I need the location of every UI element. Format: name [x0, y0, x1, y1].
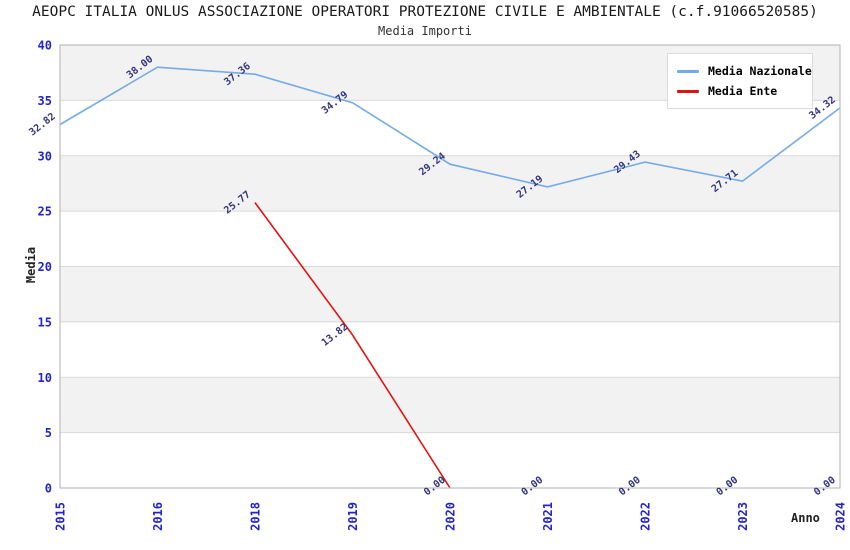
x-tick-label: 2020: [444, 502, 458, 531]
y-tick-label: 5: [45, 426, 52, 440]
legend-swatch-media-nazionale-icon: [677, 69, 699, 73]
x-tick-label: 2022: [639, 502, 653, 531]
y-tick-label: 30: [38, 149, 52, 163]
y-tick-label: 0: [45, 482, 52, 496]
x-tick-label: 2021: [541, 502, 555, 531]
chart-subtitle: Media Importi: [378, 24, 472, 38]
point-label: 32.82: [27, 111, 57, 138]
legend-swatch-media-ente-icon: [677, 89, 699, 93]
plot-band: [60, 266, 840, 322]
x-tick-label: 2023: [736, 502, 750, 531]
plot-band: [60, 377, 840, 433]
y-tick-label: 15: [38, 315, 52, 329]
y-tick-label: 20: [38, 260, 52, 274]
plot-band: [60, 432, 840, 489]
y-tick-label: 25: [38, 205, 52, 219]
legend: Media Nazionale Media Ente: [667, 53, 813, 109]
x-tick-label: 2016: [151, 502, 165, 531]
plot-band: [60, 100, 840, 156]
legend-label-media-ente: Media Ente: [708, 84, 778, 98]
x-tick-label: 2018: [249, 502, 263, 531]
plot-border: [59, 44, 841, 489]
y-tick-label: 35: [38, 94, 52, 108]
y-axis-title: Media: [24, 246, 38, 284]
x-tick-label: 2015: [54, 502, 68, 531]
series-line-0: [59, 66, 841, 188]
plot-band: [60, 321, 840, 378]
series-line-1: [254, 202, 451, 489]
x-tick-label: 2019: [346, 502, 360, 531]
legend-label-media-nazionale: Media Nazionale: [708, 64, 812, 78]
plot-band: [60, 211, 840, 267]
y-tick-label: 40: [38, 39, 52, 53]
y-tick-label: 10: [38, 371, 52, 385]
legend-item-media-nazionale: Media Nazionale: [677, 61, 812, 81]
x-axis-title: Anno: [791, 511, 820, 525]
x-tick-label: 2024: [834, 502, 848, 531]
chart-title: AEOPC ITALIA ONLUS ASSOCIAZIONE OPERATOR…: [32, 4, 818, 20]
legend-item-media-ente: Media Ente: [677, 81, 812, 101]
